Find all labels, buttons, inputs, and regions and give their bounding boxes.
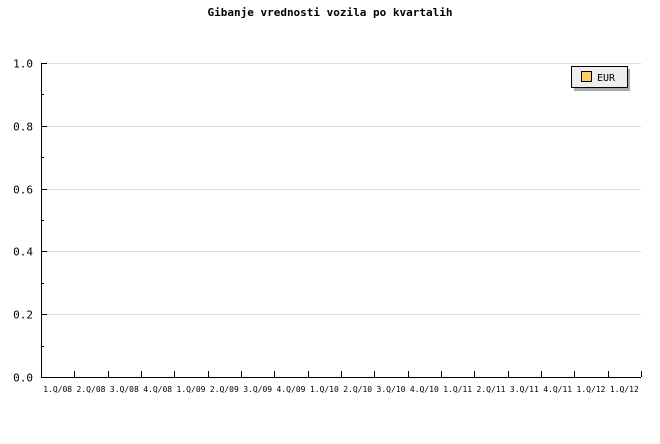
legend-swatch xyxy=(581,71,592,82)
legend: EUR xyxy=(571,66,630,91)
y-tick-label: 1.0 xyxy=(13,58,33,71)
x-tick-label: 3.Q/08 xyxy=(110,385,139,394)
y-tick-label: 0.8 xyxy=(13,121,33,134)
legend-label: EUR xyxy=(597,73,616,84)
x-tick-label: 1.Q/09 xyxy=(177,385,206,394)
x-tick-label: 1.Q/11 xyxy=(443,385,472,394)
x-tick-label: 3.Q/11 xyxy=(510,385,539,394)
x-tick-label: 2.Q/08 xyxy=(77,385,106,394)
x-tick-label: 2.Q/11 xyxy=(477,385,506,394)
y-tick-label: 0.4 xyxy=(13,246,33,259)
x-tick-label: 3.Q/10 xyxy=(377,385,406,394)
x-tick-label: 4.Q/08 xyxy=(143,385,172,394)
chart-title: Gibanje vrednosti vozila po kvartalih xyxy=(207,6,452,19)
x-tick-label: 1.Q/12 xyxy=(577,385,606,394)
x-tick-label: 4.Q/09 xyxy=(277,385,306,394)
x-tick-label: 1.Q/08 xyxy=(43,385,72,394)
x-tick-label: 2.Q/09 xyxy=(210,385,239,394)
y-tick-label: 0.0 xyxy=(13,372,33,385)
x-tick-label: 1.Q/10 xyxy=(310,385,339,394)
x-tick-label: 4.Q/10 xyxy=(410,385,439,394)
x-tick-label: 1.Q/12 xyxy=(610,385,639,394)
x-tick-label: 2.Q/10 xyxy=(343,385,372,394)
x-tick-label: 4.Q/11 xyxy=(543,385,572,394)
y-tick-label: 0.6 xyxy=(13,184,33,197)
y-tick-label: 0.2 xyxy=(13,309,33,322)
x-tick-label: 3.Q/09 xyxy=(243,385,272,394)
